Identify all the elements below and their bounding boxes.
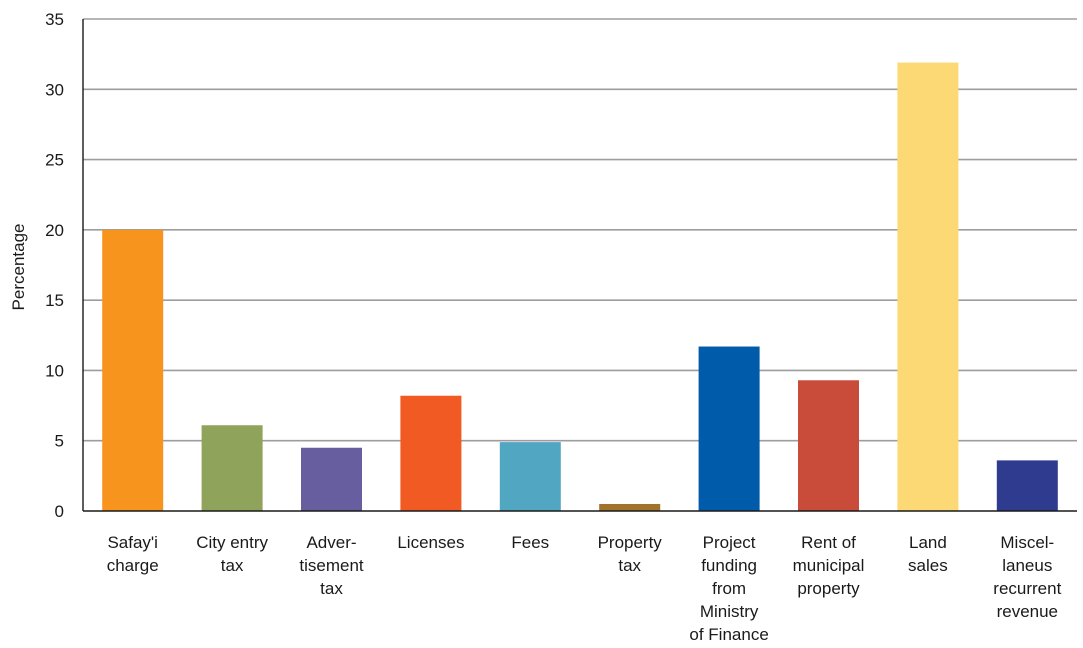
y-tick-label: 0 [55, 502, 64, 521]
bar-9 [897, 62, 959, 511]
bar-3 [301, 447, 362, 511]
bar-5 [499, 442, 561, 511]
x-category-label: Licenses [397, 533, 464, 552]
x-category-label: Safay'i charge [107, 533, 159, 575]
x-category-label: Land sales [908, 533, 948, 575]
axes [82, 19, 1077, 512]
x-category-label: Rent of municipal property [793, 533, 865, 598]
bar-1 [102, 229, 164, 511]
bar-2 [201, 425, 263, 511]
y-tick-label: 35 [45, 10, 64, 29]
bar-8 [798, 380, 859, 511]
x-category-label: City entry tax [196, 533, 268, 575]
x-category-labels: Safay'i charge City entry tax Adver-tisement… [107, 533, 1062, 644]
y-tick-label: 10 [45, 361, 64, 380]
gridlines [83, 18, 1077, 442]
y-tick-labels: 0 5 10 15 20 25 30 35 [45, 10, 64, 521]
y-axis-title: Percentage [9, 224, 28, 311]
bar-10 [996, 460, 1058, 511]
x-category-label: Miscel-laneus recurrent revenue [993, 533, 1061, 621]
bar-6 [599, 503, 661, 511]
x-category-label: Fees [511, 533, 549, 552]
bar-4 [400, 395, 462, 511]
x-category-label: Project funding from Ministry of Finance [689, 533, 768, 644]
y-tick-label: 20 [45, 221, 64, 240]
bars [102, 62, 1058, 511]
y-tick-label: 30 [45, 80, 64, 99]
bar-7 [698, 346, 760, 511]
y-tick-label: 5 [55, 432, 64, 451]
y-tick-label: 25 [45, 151, 64, 170]
y-tick-label: 15 [45, 291, 64, 310]
x-category-label: Adver-tisement tax [299, 533, 364, 598]
x-category-label: Property tax [598, 533, 663, 575]
